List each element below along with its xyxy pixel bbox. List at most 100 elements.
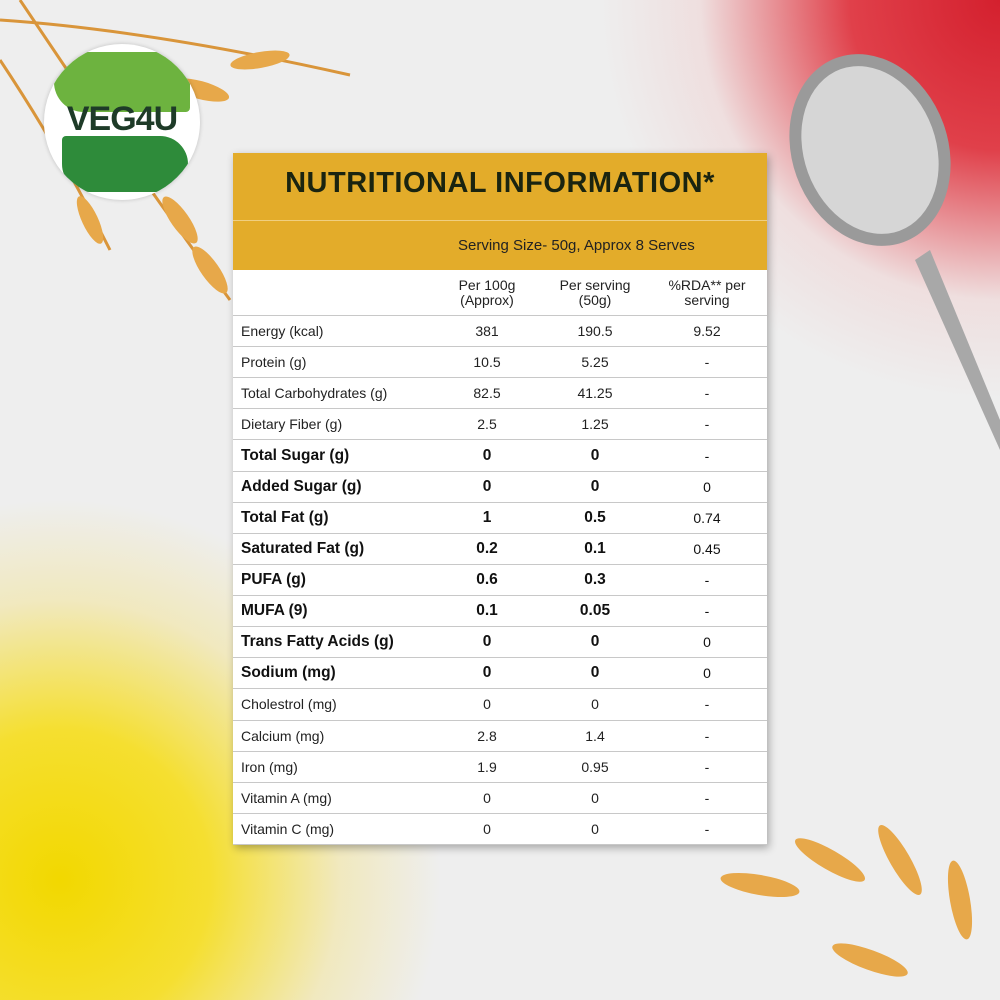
value-cell: 1 <box>482 508 492 526</box>
value-cell: - <box>704 696 710 713</box>
value-cell: 0 <box>483 820 491 837</box>
nutrient-label: Energy (kcal) <box>241 323 324 340</box>
value-cell: - <box>704 416 710 433</box>
table-row: Total Fat (g) 1 0.5 0.74 <box>233 503 767 534</box>
value-cell: - <box>704 820 710 837</box>
value-cell: 10.5 <box>473 354 501 371</box>
value-cell: 0.95 <box>581 758 609 775</box>
value-cell: 0.05 <box>579 602 611 620</box>
value-cell: 0 <box>703 634 711 651</box>
nutrient-label: Calcium (mg) <box>241 727 325 744</box>
logo-leaf <box>62 136 188 192</box>
table-row: Energy (kcal) 381 190.5 9.52 <box>233 316 767 348</box>
value-cell: 2.8 <box>477 727 497 744</box>
value-cell: 0 <box>703 478 711 495</box>
value-cell: 82.5 <box>473 385 501 402</box>
value-cell: 0 <box>483 789 491 806</box>
header-row: Per 100g (Approx) Per serving (50g) %RDA**… <box>233 270 767 316</box>
serving-size: Serving Size- 50g, Approx 8 Serves <box>233 220 767 270</box>
value-cell: 1.9 <box>477 758 497 775</box>
value-cell: 0.6 <box>476 570 498 588</box>
value-cell: - <box>704 385 710 402</box>
title: NUTRITIONAL INFORMATION* <box>233 153 767 220</box>
value-cell: 0 <box>590 477 600 495</box>
logo-leaf <box>54 52 190 112</box>
value-cell: - <box>704 354 710 371</box>
value-cell: 0 <box>590 446 600 464</box>
logo-text: VEG4U <box>66 100 178 138</box>
table-row: Protein (g) 10.5 5.25 - <box>233 347 767 379</box>
value-cell: 1.4 <box>585 727 605 744</box>
value-cell: 0.2 <box>476 539 498 557</box>
value-cell: 0.5 <box>584 508 606 526</box>
table-row: Calcium (mg) 2.8 1.4 - <box>233 721 767 752</box>
value-cell: 0.3 <box>584 570 606 588</box>
table-row: Dietary Fiber (g) 2.5 1.25 - <box>233 409 767 441</box>
nutrient-label: MUFA (9) <box>241 602 308 620</box>
value-cell: 0 <box>482 633 492 651</box>
nutrient-label: Dietary Fiber (g) <box>241 416 343 433</box>
value-cell: 381 <box>475 323 499 340</box>
table-row: Cholestrol (mg) 0 0 - <box>233 689 767 721</box>
nutrient-label: Iron (mg) <box>241 758 298 775</box>
nutrient-label: Protein (g) <box>241 354 307 371</box>
value-cell: 0.45 <box>693 540 721 557</box>
value-cell: 0 <box>483 696 491 713</box>
nutrient-label: Total Carbohydrates (g) <box>241 385 388 402</box>
table-row: Vitamin C (mg) 0 0 - <box>233 814 767 845</box>
value-cell: 9.52 <box>693 323 721 340</box>
value-cell: 190.5 <box>577 323 613 340</box>
wheat-grains <box>76 50 973 977</box>
nutrient-label: Total Fat (g) <box>241 508 329 526</box>
value-cell: 0.1 <box>476 602 498 620</box>
logo: VEG4U <box>44 44 200 200</box>
value-cell: 0 <box>482 477 492 495</box>
value-cell: 0.1 <box>584 539 606 557</box>
nutrient-label: Trans Fatty Acids (g) <box>241 633 394 651</box>
table-row: Total Carbohydrates (g) 82.5 41.25 - <box>233 378 767 410</box>
spoon <box>789 54 1000 450</box>
value-cell: 0 <box>703 665 711 682</box>
value-cell: 0 <box>482 446 492 464</box>
table-row: Saturated Fat (g) 0.2 0.1 0.45 <box>233 534 767 565</box>
value-cell: - <box>704 571 710 588</box>
value-cell: 0 <box>591 696 599 713</box>
value-cell: 41.25 <box>577 385 613 402</box>
table-row: Added Sugar (g) 0 0 0 <box>233 472 767 503</box>
table-row: Vitamin A (mg) 0 0 - <box>233 783 767 814</box>
column-header: %RDA** per serving <box>668 276 746 308</box>
table-row: MUFA (9) 0.1 0.05 - <box>233 596 767 628</box>
table-row: PUFA (g) 0.6 0.3 - <box>233 565 767 597</box>
nutrient-label: Added Sugar (g) <box>241 477 362 495</box>
table-row: Trans Fatty Acids (g) 0 0 0 <box>233 627 767 659</box>
value-cell: 0 <box>590 633 600 651</box>
value-cell: - <box>704 758 710 775</box>
value-cell: 5.25 <box>581 354 609 371</box>
nutrient-label: Cholestrol (mg) <box>241 696 337 713</box>
value-cell: 0 <box>590 664 600 682</box>
nutrient-label: Vitamin C (mg) <box>241 820 335 837</box>
nutrient-label: Saturated Fat (g) <box>241 539 365 557</box>
nutrient-label: Vitamin A (mg) <box>241 789 332 806</box>
table-row: Total Sugar (g) 0 0 - <box>233 440 767 472</box>
value-cell: - <box>704 447 710 464</box>
value-cell: - <box>704 789 710 806</box>
value-cell: 2.5 <box>477 416 497 433</box>
column-header: Per serving (50g) <box>559 276 631 308</box>
nutrient-label: Total Sugar (g) <box>241 446 350 464</box>
nutrient-label: PUFA (g) <box>241 570 306 588</box>
value-cell: 0 <box>482 664 492 682</box>
table-row: Iron (mg) 1.9 0.95 - <box>233 752 767 783</box>
value-cell: 0 <box>591 820 599 837</box>
nutrition-card: NUTRITIONAL INFORMATION* Serving Size- 5… <box>233 153 767 845</box>
value-cell: 0 <box>591 789 599 806</box>
value-cell: 0.74 <box>693 509 721 526</box>
nutrient-label: Sodium (mg) <box>241 664 336 682</box>
table-row: Sodium (mg) 0 0 0 <box>233 658 767 690</box>
column-header: Per 100g (Approx) <box>458 276 516 308</box>
value-cell: - <box>704 603 710 620</box>
value-cell: 1.25 <box>581 416 609 433</box>
value-cell: - <box>704 727 710 744</box>
